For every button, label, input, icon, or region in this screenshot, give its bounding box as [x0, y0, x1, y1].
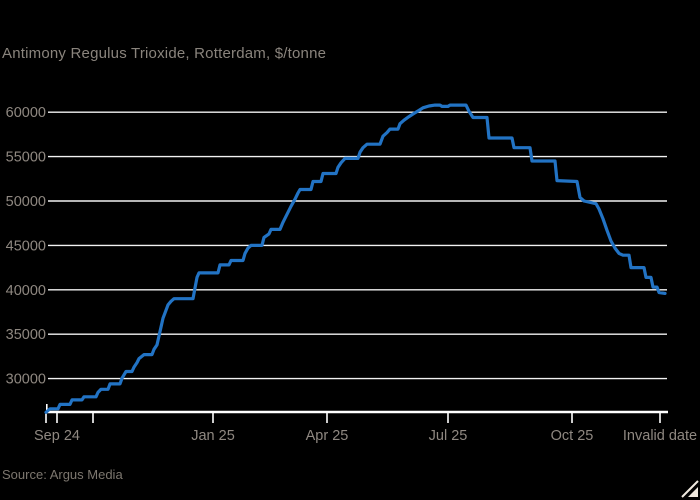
- source-label: Source: Argus Media: [2, 467, 123, 482]
- x-axis-tick-label: Apr 25: [306, 428, 349, 444]
- x-axis-tick-label: Sep 24: [34, 428, 80, 444]
- resize-corner-icon[interactable]: [681, 480, 699, 498]
- corner-triangle: [688, 487, 698, 497]
- x-axis-tick-label: Jul 25: [429, 428, 468, 444]
- y-axis-tick-label: 55000: [6, 150, 46, 166]
- y-axis-tick-label: 30000: [6, 372, 46, 388]
- x-axis-tick-label: Jan 25: [191, 428, 235, 444]
- y-axis-tick-label: 60000: [6, 105, 46, 121]
- y-axis-tick-label: 45000: [6, 238, 46, 254]
- y-axis-tick-label: 50000: [6, 194, 46, 210]
- x-axis-tick-label: Invalid date: [623, 428, 697, 444]
- y-axis-tick-label: 40000: [6, 283, 46, 299]
- corner-diagonal-line: [681, 480, 699, 498]
- y-axis-tick-label: 35000: [6, 327, 46, 343]
- x-axis-tick-label: Oct 25: [551, 428, 594, 444]
- price-line-series: [44, 103, 667, 414]
- chart-title: Antimony Regulus Trioxide, Rotterdam, $/…: [2, 45, 327, 62]
